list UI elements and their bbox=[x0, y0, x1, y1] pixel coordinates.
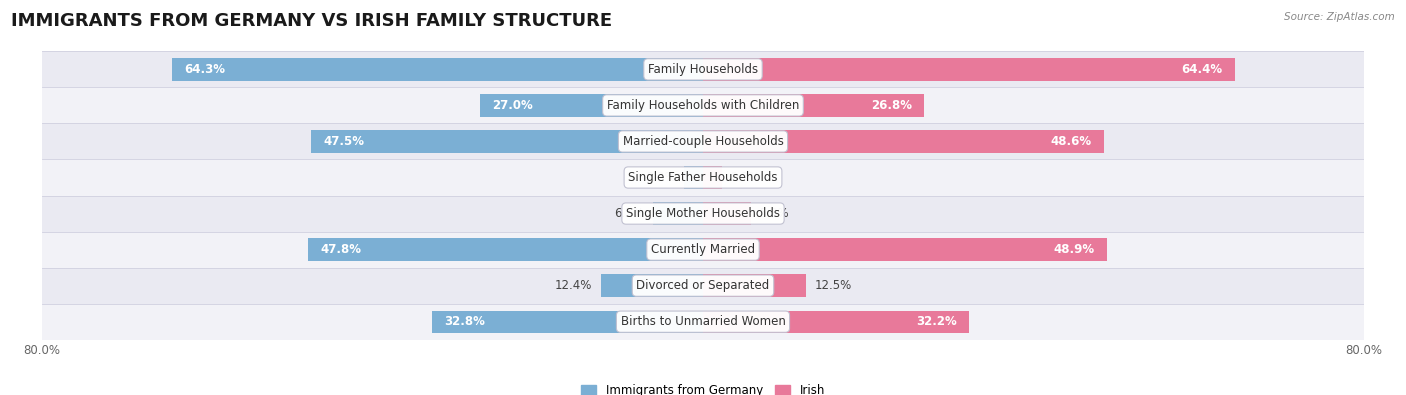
Text: 48.6%: 48.6% bbox=[1050, 135, 1092, 148]
Bar bbox=[42, 231, 1364, 268]
Text: Divorced or Separated: Divorced or Separated bbox=[637, 279, 769, 292]
Bar bbox=[703, 202, 751, 225]
Text: 32.8%: 32.8% bbox=[444, 315, 485, 328]
Text: Single Father Households: Single Father Households bbox=[628, 171, 778, 184]
Bar bbox=[703, 310, 969, 333]
Text: Family Households with Children: Family Households with Children bbox=[607, 99, 799, 112]
Text: Family Households: Family Households bbox=[648, 63, 758, 76]
Bar bbox=[432, 310, 703, 333]
Text: 48.9%: 48.9% bbox=[1053, 243, 1094, 256]
Bar bbox=[683, 166, 703, 189]
Text: 12.5%: 12.5% bbox=[814, 279, 852, 292]
Text: 2.3%: 2.3% bbox=[645, 171, 676, 184]
Text: Source: ZipAtlas.com: Source: ZipAtlas.com bbox=[1284, 12, 1395, 22]
Text: 32.2%: 32.2% bbox=[915, 315, 956, 328]
Bar bbox=[42, 51, 1364, 87]
Text: 5.8%: 5.8% bbox=[759, 207, 789, 220]
Bar bbox=[652, 202, 703, 225]
Bar bbox=[311, 130, 703, 152]
Bar bbox=[42, 87, 1364, 123]
Text: Births to Unmarried Women: Births to Unmarried Women bbox=[620, 315, 786, 328]
Bar bbox=[479, 94, 703, 117]
Bar bbox=[703, 58, 1234, 81]
Text: IMMIGRANTS FROM GERMANY VS IRISH FAMILY STRUCTURE: IMMIGRANTS FROM GERMANY VS IRISH FAMILY … bbox=[11, 12, 613, 30]
Bar bbox=[703, 239, 1107, 261]
Text: 2.3%: 2.3% bbox=[730, 171, 761, 184]
Text: Single Mother Households: Single Mother Households bbox=[626, 207, 780, 220]
Bar bbox=[703, 130, 1105, 152]
Text: 47.5%: 47.5% bbox=[323, 135, 364, 148]
Text: 26.8%: 26.8% bbox=[870, 99, 912, 112]
Text: 6.1%: 6.1% bbox=[614, 207, 644, 220]
Text: 47.8%: 47.8% bbox=[321, 243, 361, 256]
Bar bbox=[42, 160, 1364, 196]
Text: 64.4%: 64.4% bbox=[1181, 63, 1223, 76]
Legend: Immigrants from Germany, Irish: Immigrants from Germany, Irish bbox=[581, 384, 825, 395]
Bar bbox=[703, 275, 806, 297]
Bar bbox=[42, 304, 1364, 340]
Bar bbox=[42, 268, 1364, 304]
Text: 12.4%: 12.4% bbox=[555, 279, 592, 292]
Text: Married-couple Households: Married-couple Households bbox=[623, 135, 783, 148]
Bar bbox=[600, 275, 703, 297]
Bar bbox=[308, 239, 703, 261]
Text: Currently Married: Currently Married bbox=[651, 243, 755, 256]
Bar bbox=[172, 58, 703, 81]
Bar bbox=[42, 196, 1364, 231]
Bar bbox=[703, 94, 924, 117]
Text: 27.0%: 27.0% bbox=[492, 99, 533, 112]
Bar bbox=[703, 166, 723, 189]
Bar bbox=[42, 123, 1364, 160]
Text: 64.3%: 64.3% bbox=[184, 63, 225, 76]
